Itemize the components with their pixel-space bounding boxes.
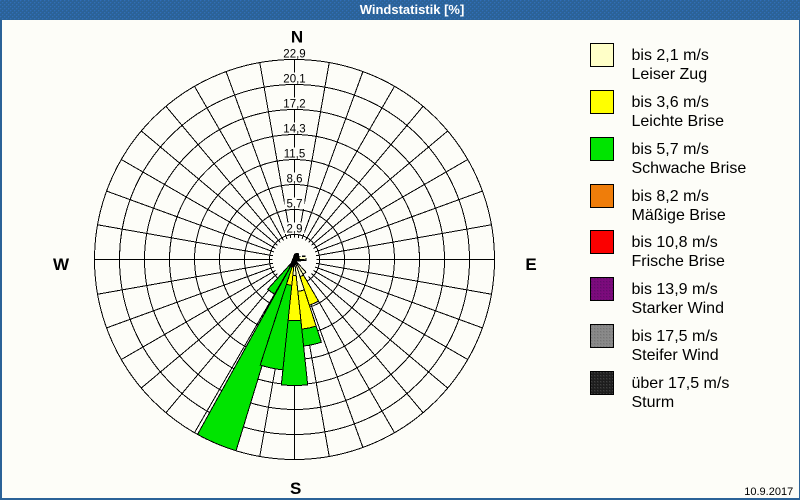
svg-text:8,6: 8,6 bbox=[287, 174, 303, 186]
svg-text:N: N bbox=[291, 28, 303, 47]
svg-text:E: E bbox=[525, 255, 536, 274]
svg-text:11,5: 11,5 bbox=[284, 149, 306, 161]
svg-text:5,7: 5,7 bbox=[287, 199, 303, 211]
svg-text:22,9: 22,9 bbox=[283, 49, 305, 61]
svg-text:17,2: 17,2 bbox=[283, 99, 305, 111]
svg-text:2,9: 2,9 bbox=[287, 224, 303, 236]
svg-text:W: W bbox=[53, 255, 70, 274]
svg-text:10.9.2017: 10.9.2017 bbox=[744, 486, 793, 498]
svg-text:14,3: 14,3 bbox=[283, 124, 305, 136]
svg-text:S: S bbox=[290, 479, 301, 498]
svg-text:20,1: 20,1 bbox=[283, 74, 305, 86]
